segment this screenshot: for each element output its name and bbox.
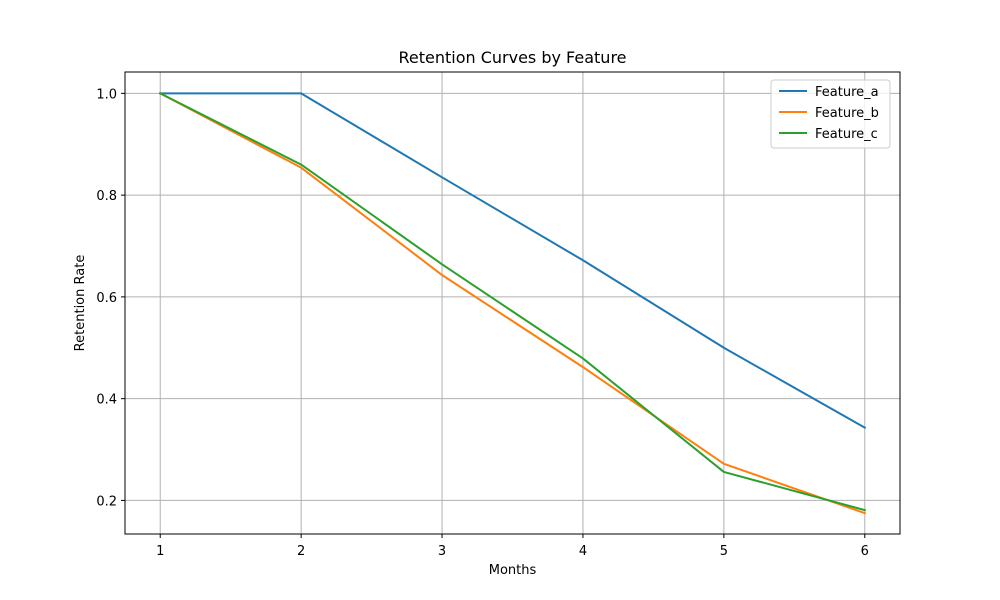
legend: Feature_a Feature_b Feature_c xyxy=(770,79,891,149)
y-tick-label: 0.2 xyxy=(96,494,117,509)
legend-box xyxy=(770,79,891,149)
y-tick-label: 0.8 xyxy=(96,189,117,204)
series-line-feature-c xyxy=(158,92,866,512)
x-tick-label: 2 xyxy=(297,544,305,559)
series-line-feature-b xyxy=(158,92,867,515)
y-tick-label: 1.0 xyxy=(96,87,117,102)
x-axis-label: Months xyxy=(489,563,537,578)
x-tick-label: 6 xyxy=(861,544,869,559)
x-tick-label: 5 xyxy=(720,544,728,559)
y-tick-label: 0.6 xyxy=(96,291,117,306)
chart-title: Retention Curves by Feature xyxy=(398,48,626,67)
x-tick-label: 1 xyxy=(156,544,164,559)
legend-label-feature-a: Feature_a xyxy=(815,85,879,100)
tick-layer: 1 2 3 4 5 6 0.2 0.4 0.6 0.8 1.0 xyxy=(96,87,869,559)
legend-label-feature-b: Feature_b xyxy=(815,106,879,121)
series-line-feature-a xyxy=(159,92,867,430)
plot-frame xyxy=(124,71,901,535)
series-layer xyxy=(158,92,867,515)
legend-label-feature-c: Feature_c xyxy=(815,127,878,142)
y-axis-label: Retention Rate xyxy=(73,255,88,352)
y-tick-label: 0.4 xyxy=(96,393,117,408)
x-tick-label: 4 xyxy=(579,544,587,559)
x-tick-label: 3 xyxy=(438,544,446,559)
